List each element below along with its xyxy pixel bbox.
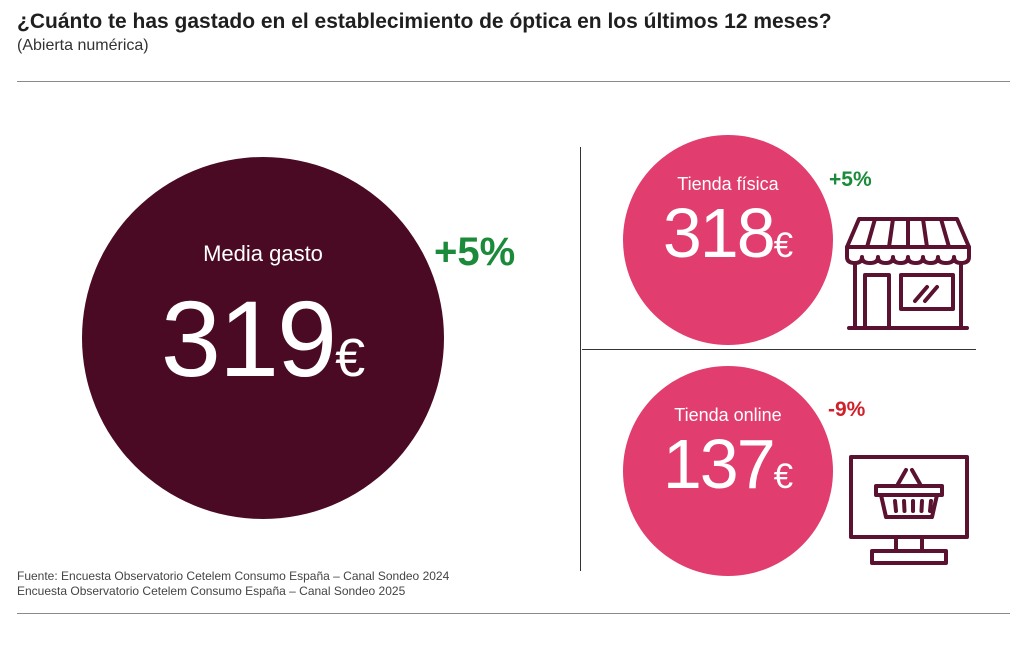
average-spend-label: Media gasto [203, 241, 323, 266]
page-subtitle: (Abierta numérica) [17, 37, 149, 54]
monitor-basket-icon [849, 455, 969, 565]
vertical-divider [580, 147, 581, 571]
average-spend-currency: € [335, 328, 366, 388]
online-store-circle: Tienda online 137€ [623, 366, 833, 576]
horizontal-divider [582, 349, 976, 350]
source-note: Fuente: Encuesta Observatorio Cetelem Co… [17, 569, 449, 599]
online-store-currency: € [773, 457, 794, 496]
physical-store-currency: € [773, 226, 794, 265]
physical-store-change: +5% [829, 168, 872, 191]
online-store-value-wrap: 137€ [623, 424, 833, 517]
page-title: ¿Cuánto te has gastado en el establecimi… [17, 10, 832, 33]
online-store-value: 137 [662, 425, 776, 503]
physical-store-circle: Tienda física 318€ [623, 135, 833, 345]
online-store-label: Tienda online [674, 405, 782, 425]
physical-store-value-wrap: 318€ [623, 193, 833, 286]
average-spend-circle: Media gasto 319€ [82, 157, 444, 519]
physical-store-value: 318 [662, 194, 776, 272]
average-spend-value-wrap: 319€ [82, 279, 444, 418]
average-spend-change: +5% [434, 230, 516, 274]
storefront-icon [845, 217, 971, 330]
bottom-divider [17, 613, 1010, 614]
top-divider [17, 81, 1010, 82]
physical-store-label: Tienda física [677, 174, 779, 194]
online-store-change: -9% [828, 398, 866, 421]
average-spend-value: 319 [160, 278, 337, 399]
source-line-1: Fuente: Encuesta Observatorio Cetelem Co… [17, 569, 450, 583]
source-line-2: Encuesta Observatorio Cetelem Consumo Es… [17, 584, 406, 598]
